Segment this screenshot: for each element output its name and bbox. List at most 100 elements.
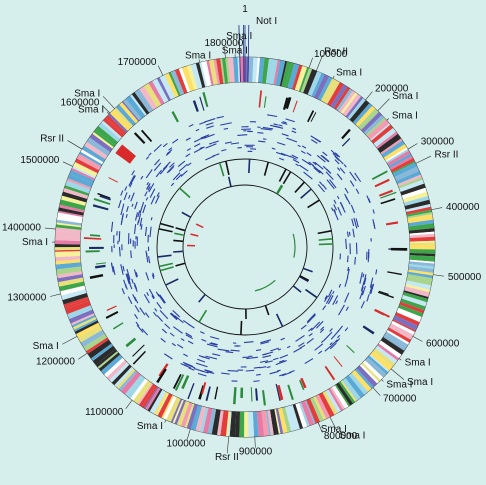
- inner-tick: [182, 212, 191, 217]
- gene-fragment: [347, 232, 348, 238]
- feature-mark: [106, 311, 119, 319]
- gene-fragment: [350, 181, 354, 187]
- gene-fragment: [338, 207, 342, 215]
- gene-fragment: [167, 150, 172, 154]
- gene-fragment: [373, 210, 374, 214]
- label-leader: [50, 294, 61, 297]
- feature-mark: [240, 388, 243, 398]
- gene-fragment: [160, 295, 166, 303]
- label-leader: [387, 118, 389, 120]
- feature-mark: [341, 129, 351, 139]
- gene-fragment: [125, 186, 127, 190]
- gene-fragment: [157, 302, 162, 308]
- gene-fragment: [337, 168, 340, 171]
- gene-fragment: [300, 345, 305, 348]
- label-leader: [62, 336, 77, 344]
- gene-fragment: [307, 338, 314, 343]
- gene-fragment: [334, 200, 336, 204]
- feature-mark: [86, 250, 100, 252]
- feature-marks-ring: [84, 90, 407, 405]
- gene-fragment: [296, 335, 305, 341]
- gene-fragment: [273, 358, 278, 360]
- gene-segment: [55, 244, 80, 247]
- feature-mark: [255, 388, 258, 400]
- gene-fragment: [345, 328, 348, 331]
- gene-fragment: [123, 266, 124, 271]
- gene-fragment: [334, 204, 337, 210]
- gene-fragment: [258, 141, 265, 142]
- gene-fragment: [340, 168, 345, 174]
- gene-fragment: [262, 352, 273, 355]
- gene-segment: [55, 247, 80, 250]
- position-label: 1100000: [85, 407, 124, 418]
- gene-fragment: [254, 367, 261, 368]
- gene-fragment: [345, 277, 348, 287]
- gene-fragment: [339, 284, 340, 288]
- gene-fragment: [289, 370, 294, 372]
- gene-fragment: [321, 341, 323, 343]
- gene-fragment: [270, 348, 279, 351]
- gene-fragment: [135, 305, 139, 312]
- gene-fragment: [149, 289, 154, 298]
- gene-fragment: [209, 143, 212, 144]
- gene-fragment: [200, 332, 204, 334]
- feature-mark: [372, 170, 388, 180]
- gene-fragment: [149, 256, 150, 263]
- position-label: 1300000: [7, 293, 46, 304]
- gene-fragment: [127, 206, 129, 212]
- gene-fragment: [112, 263, 113, 267]
- gene-fragment: [272, 148, 275, 149]
- gene-fragment: [307, 314, 315, 322]
- gene-fragment: [144, 294, 149, 303]
- gene-fragment: [340, 202, 345, 212]
- enzyme-label: Sma I: [78, 104, 104, 115]
- gene-fragment: [292, 131, 296, 133]
- gene-fragment: [349, 232, 350, 236]
- gene-fragment: [178, 161, 185, 167]
- feature-mark: [342, 138, 350, 147]
- gene-fragment: [131, 250, 132, 258]
- gene-fragment: [188, 341, 193, 344]
- gene-fragment: [173, 327, 182, 334]
- gene-fragment: [348, 256, 349, 263]
- gene-fragment: [368, 294, 369, 298]
- label-leader: [165, 420, 166, 423]
- inner-tick: [166, 279, 179, 285]
- feature-mark: [251, 387, 253, 401]
- label-leader: [318, 422, 319, 425]
- gene-fragment: [237, 135, 247, 136]
- gene-fragment: [217, 116, 224, 118]
- gene-fragment: [363, 274, 364, 278]
- inner-tick: [176, 228, 186, 231]
- gene-fragment: [315, 344, 323, 351]
- gene-fragment: [120, 247, 121, 256]
- gene-fragment: [181, 339, 184, 341]
- enzyme-label: Sma I: [33, 341, 59, 352]
- feature-mark: [233, 387, 237, 404]
- gene-fragment: [177, 344, 183, 348]
- feature-mark: [171, 111, 178, 122]
- green-arrow-arc: [293, 234, 295, 258]
- gene-fragment: [151, 196, 155, 204]
- feature-mark: [334, 356, 343, 367]
- gene-fragment: [352, 219, 354, 226]
- gene-fragment: [155, 308, 157, 311]
- gene-fragment: [150, 189, 155, 198]
- feature-mark: [93, 204, 109, 210]
- inner-tick: [241, 321, 242, 335]
- gene-fragment: [186, 138, 191, 141]
- gene-fragment: [143, 205, 146, 213]
- feature-mark: [386, 221, 398, 225]
- gene-fragment: [353, 229, 354, 237]
- gene-fragment: [360, 272, 362, 283]
- gene-fragment: [256, 374, 261, 375]
- feature-mark: [287, 385, 294, 400]
- feature-mark: [264, 96, 267, 107]
- feature-mark: [90, 234, 100, 237]
- origin-label: 1: [242, 4, 248, 15]
- feature-mark: [259, 90, 262, 107]
- label-leader: [126, 400, 133, 409]
- gene-fragment: [356, 189, 359, 194]
- gene-fragment: [319, 182, 322, 186]
- feature-mark: [90, 274, 104, 279]
